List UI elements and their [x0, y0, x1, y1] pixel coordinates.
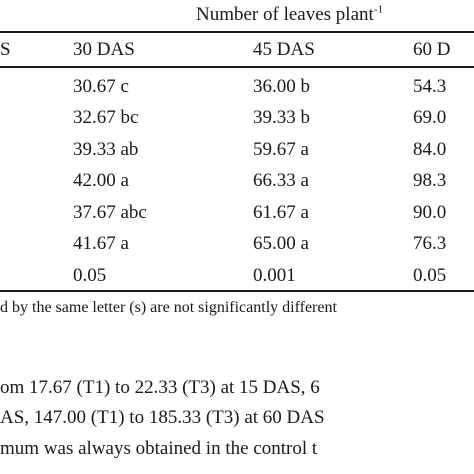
cell-30-das: 41.67 a	[73, 233, 129, 254]
table-bottom-rule	[0, 290, 474, 292]
cell-60-das: 0.05	[413, 265, 447, 286]
cell-45-das: 66.33 a	[253, 170, 309, 191]
cell-45-das: 39.33 b	[253, 107, 310, 128]
column-header-30-das: 30 DAS	[73, 39, 135, 60]
column-header-60-das: 60 D	[413, 39, 451, 60]
body-text-line: mum was always obtained in the control t	[0, 438, 318, 459]
cell-30-das: 37.67 abc	[73, 202, 147, 223]
cell-45-das: 59.67 a	[253, 139, 309, 160]
table-top-rule	[0, 31, 474, 33]
cell-60-das: 98.3	[413, 170, 447, 191]
cell-30-das: 42.00 a	[73, 170, 129, 191]
table-footnote: d by the same letter (s) are not signifi…	[0, 299, 337, 316]
cell-45-das: 61.67 a	[253, 202, 309, 223]
cell-60-das: 69.0	[413, 107, 447, 128]
group-header-text: Number of leaves plant	[196, 4, 374, 25]
group-header: Number of leaves plant-1	[196, 3, 383, 25]
cell-60-das: 54.3	[413, 76, 447, 97]
column-header-das: S	[0, 39, 11, 60]
body-text-line: om 17.67 (T1) to 22.33 (T3) at 15 DAS, 6	[0, 377, 320, 398]
cell-60-das: 90.0	[413, 202, 447, 223]
cell-30-das: 32.67 bc	[73, 107, 139, 128]
cell-30-das: 39.33 ab	[73, 139, 139, 160]
cell-45-das: 36.00 b	[253, 76, 310, 97]
cell-30-das: 30.67 c	[73, 76, 129, 97]
cell-45-das: 0.001	[253, 265, 296, 286]
cell-60-das: 76.3	[413, 233, 447, 254]
cell-30-das: 0.05	[73, 265, 107, 286]
cell-45-das: 65.00 a	[253, 233, 309, 254]
column-header-45-das: 45 DAS	[253, 39, 315, 60]
table-header-rule	[0, 66, 474, 68]
body-text-line: AS, 147.00 (T1) to 185.33 (T3) at 60 DAS	[0, 407, 325, 428]
cell-60-das: 84.0	[413, 139, 447, 160]
group-header-superscript: -1	[373, 3, 383, 16]
